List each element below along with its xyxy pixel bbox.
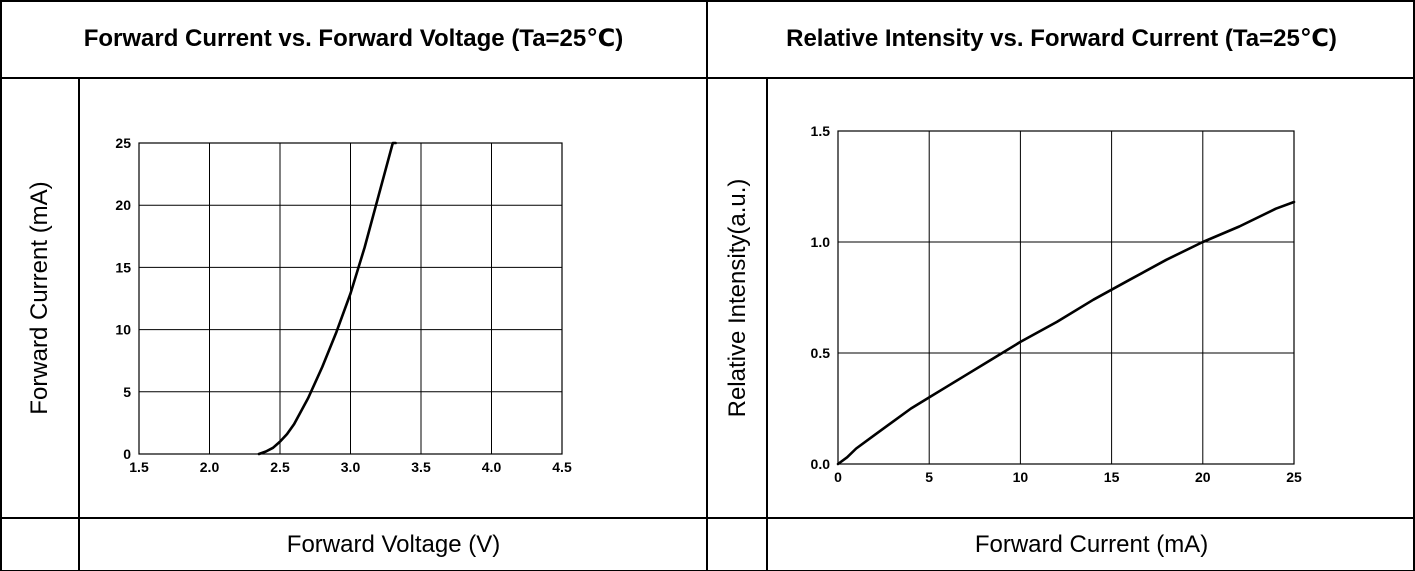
y-tick-label: 5 xyxy=(123,384,131,400)
x-tick-label: 2.0 xyxy=(200,459,220,475)
x-tick-label: 4.5 xyxy=(552,459,572,475)
x-tick-label: 5 xyxy=(925,469,933,485)
y-tick-label: 1.0 xyxy=(811,234,831,250)
x-axis-label-right: Forward Current (mA) xyxy=(974,531,1209,558)
series-line xyxy=(257,141,397,456)
chart-title-left: Forward Current vs. Forward Voltage (Ta=… xyxy=(83,25,624,52)
y-tick-label: 0.5 xyxy=(811,345,831,361)
series-line xyxy=(836,200,1296,466)
x-tick-label: 15 xyxy=(1104,469,1120,485)
x-tick-label: 3.5 xyxy=(411,459,431,475)
y-tick-label: 20 xyxy=(115,197,131,213)
chart-forward-current: 1.5 2.0 2.5 3.0 3.5 4.0 4.5 0 5 10 15 20 25 xyxy=(115,135,572,475)
x-axis-label-left: Forward Voltage (V) xyxy=(286,531,501,558)
x-tick-label: 25 xyxy=(1286,469,1302,485)
x-tick-label: 3.0 xyxy=(341,459,361,475)
x-tick-label: 2.5 xyxy=(270,459,290,475)
y-tick-label: 25 xyxy=(115,135,131,151)
x-tick-label: 10 xyxy=(1013,469,1029,485)
y-tick-label: 15 xyxy=(115,259,131,275)
y-tick-label: 1.5 xyxy=(811,123,831,139)
y-axis-label-right: Relative Intensity(a.u.) xyxy=(724,178,751,418)
chart-relative-intensity: 0 5 10 15 20 25 0.0 0.5 1.0 1.5 xyxy=(811,123,1302,485)
y-tick-label: 0.0 xyxy=(811,456,831,472)
y-tick-label: 10 xyxy=(115,322,131,338)
x-tick-label: 4.0 xyxy=(482,459,502,475)
plot-area xyxy=(837,130,1295,465)
x-tick-label: 1.5 xyxy=(129,459,149,475)
chart-title-right: Relative Intensity vs. Forward Current (… xyxy=(786,25,1337,52)
y-tick-label: 0 xyxy=(123,446,131,462)
plot-area xyxy=(138,142,563,455)
x-tick-label: 20 xyxy=(1195,469,1211,485)
y-axis-label-left: Forward Current (mA) xyxy=(26,181,53,415)
x-tick-label: 0 xyxy=(834,469,842,485)
